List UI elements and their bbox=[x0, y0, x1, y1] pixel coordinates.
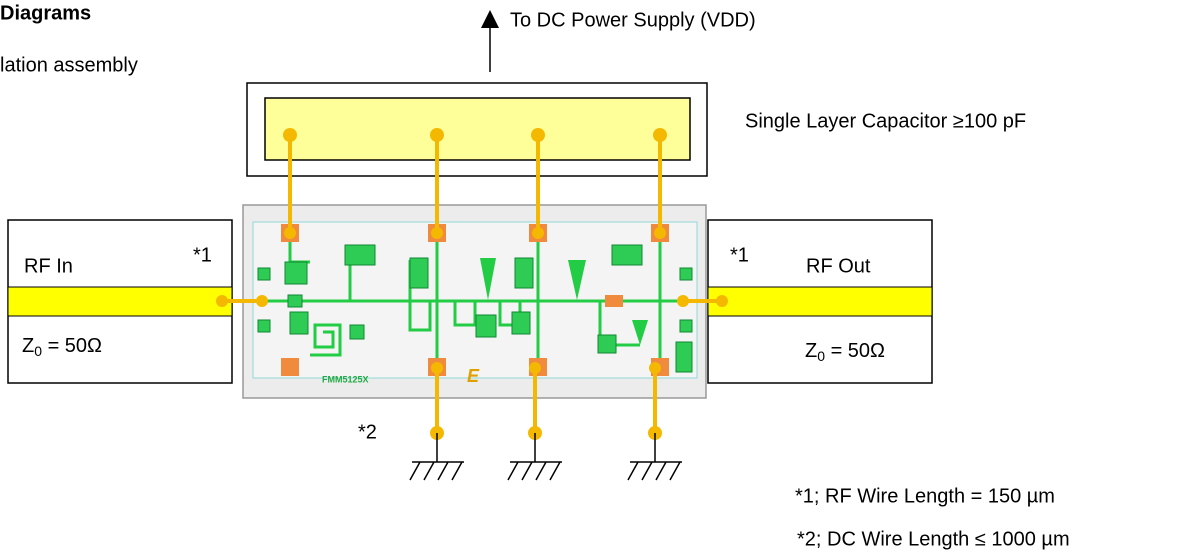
rf-out-label: RF Out bbox=[806, 255, 871, 277]
rf-in-impedance: Z0 = 50Ω bbox=[22, 335, 102, 358]
rf-out-impedance: Z0 = 50Ω bbox=[805, 340, 885, 363]
capacitor-plate bbox=[264, 97, 691, 161]
footnote: *1; RF Wire Length = 150 µm bbox=[795, 485, 1055, 507]
arrow-head bbox=[481, 10, 499, 28]
section-subtitle: lation assembly bbox=[0, 54, 138, 76]
chip-logo: E bbox=[467, 366, 480, 386]
chip-label: FMM5125X bbox=[322, 374, 369, 384]
rf-in-note: *1 bbox=[193, 244, 212, 266]
supply-label: To DC Power Supply (VDD) bbox=[510, 9, 756, 31]
rf-out-line bbox=[707, 286, 933, 317]
footnote: *2; DC Wire Length ≤ 1000 µm bbox=[797, 528, 1070, 550]
rf-out-note: *1 bbox=[730, 244, 749, 266]
chip bbox=[242, 204, 707, 399]
rf-in-label: RF In bbox=[24, 255, 73, 277]
bond-wires bbox=[216, 128, 728, 440]
section-title: Diagrams bbox=[0, 2, 91, 24]
capacitor-label: Single Layer Capacitor ≥100 pF bbox=[745, 110, 1026, 132]
ground-symbols bbox=[409, 433, 682, 481]
rf-in-line bbox=[7, 286, 233, 317]
dc-note: *2 bbox=[358, 421, 377, 443]
